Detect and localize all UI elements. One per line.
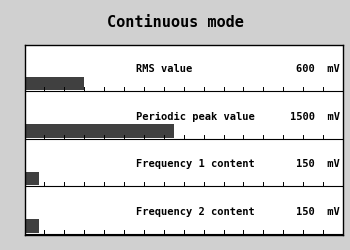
- Bar: [25, 172, 40, 185]
- Text: Periodic peak value: Periodic peak value: [136, 112, 255, 122]
- Text: 150  mV: 150 mV: [296, 207, 340, 217]
- Text: RMS value: RMS value: [136, 64, 192, 74]
- Bar: [25, 124, 174, 138]
- Text: 150  mV: 150 mV: [296, 160, 340, 170]
- Text: Frequency 1 content: Frequency 1 content: [136, 160, 255, 170]
- Text: Frequency 2 content: Frequency 2 content: [136, 207, 255, 217]
- Bar: [25, 77, 84, 90]
- Bar: [25, 219, 40, 232]
- Text: 1500  mV: 1500 mV: [290, 112, 340, 122]
- Text: Continuous mode: Continuous mode: [106, 15, 244, 30]
- Text: 600  mV: 600 mV: [296, 64, 340, 74]
